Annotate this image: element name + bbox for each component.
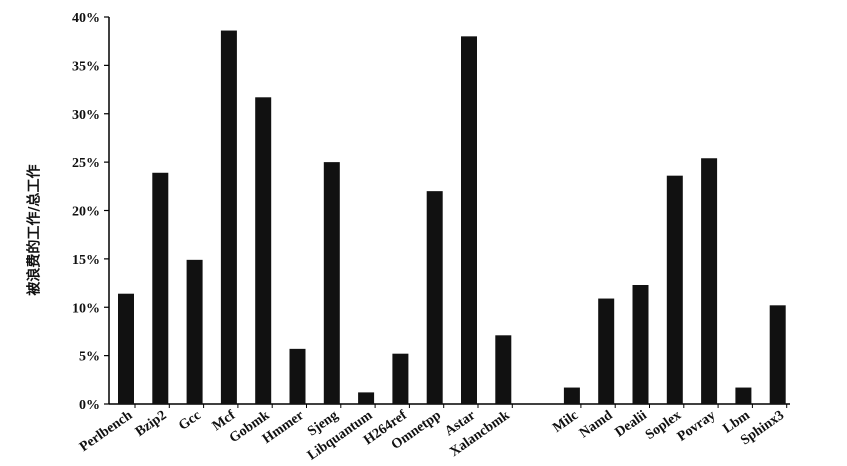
bar bbox=[495, 335, 512, 404]
x-tick-label: Milc bbox=[550, 408, 581, 436]
bar bbox=[461, 36, 477, 404]
x-tick-label: Bzip2 bbox=[133, 408, 170, 440]
bar bbox=[289, 348, 306, 404]
bar bbox=[769, 305, 786, 404]
y-tick-label: 15% bbox=[72, 253, 100, 268]
bar bbox=[598, 298, 615, 404]
y-tick-label: 35% bbox=[72, 59, 100, 74]
bar bbox=[152, 172, 169, 404]
x-tick-label: Povray bbox=[675, 408, 719, 445]
x-tick-label: Namd bbox=[577, 408, 616, 441]
y-tick-label: 5% bbox=[79, 350, 100, 365]
y-axis-label-wrap: 被浪费的工作/总工作 bbox=[14, 80, 54, 380]
bar bbox=[735, 387, 752, 404]
y-tick-label: 30% bbox=[72, 108, 100, 123]
x-tick-label: Perlbench bbox=[77, 408, 135, 455]
bar bbox=[118, 293, 134, 404]
y-tick-label: 40% bbox=[72, 11, 100, 26]
x-tick-label: Gcc bbox=[176, 408, 204, 434]
bar bbox=[392, 353, 409, 404]
y-tick-label: 25% bbox=[72, 156, 100, 171]
bar bbox=[701, 158, 718, 404]
y-tick-label: 20% bbox=[72, 205, 100, 220]
y-tick-label: 10% bbox=[72, 301, 100, 316]
bar bbox=[255, 97, 272, 405]
bar bbox=[426, 191, 443, 404]
x-tick-label: Dealii bbox=[613, 408, 650, 440]
bar bbox=[666, 175, 683, 404]
y-axis-label: 被浪费的工作/总工作 bbox=[27, 164, 43, 296]
bar bbox=[632, 284, 649, 404]
bar bbox=[563, 387, 580, 404]
y-tick-label: 0% bbox=[79, 398, 100, 413]
bar bbox=[358, 392, 375, 404]
bar bbox=[323, 162, 340, 404]
bar bbox=[220, 30, 237, 404]
bar bbox=[186, 259, 203, 404]
